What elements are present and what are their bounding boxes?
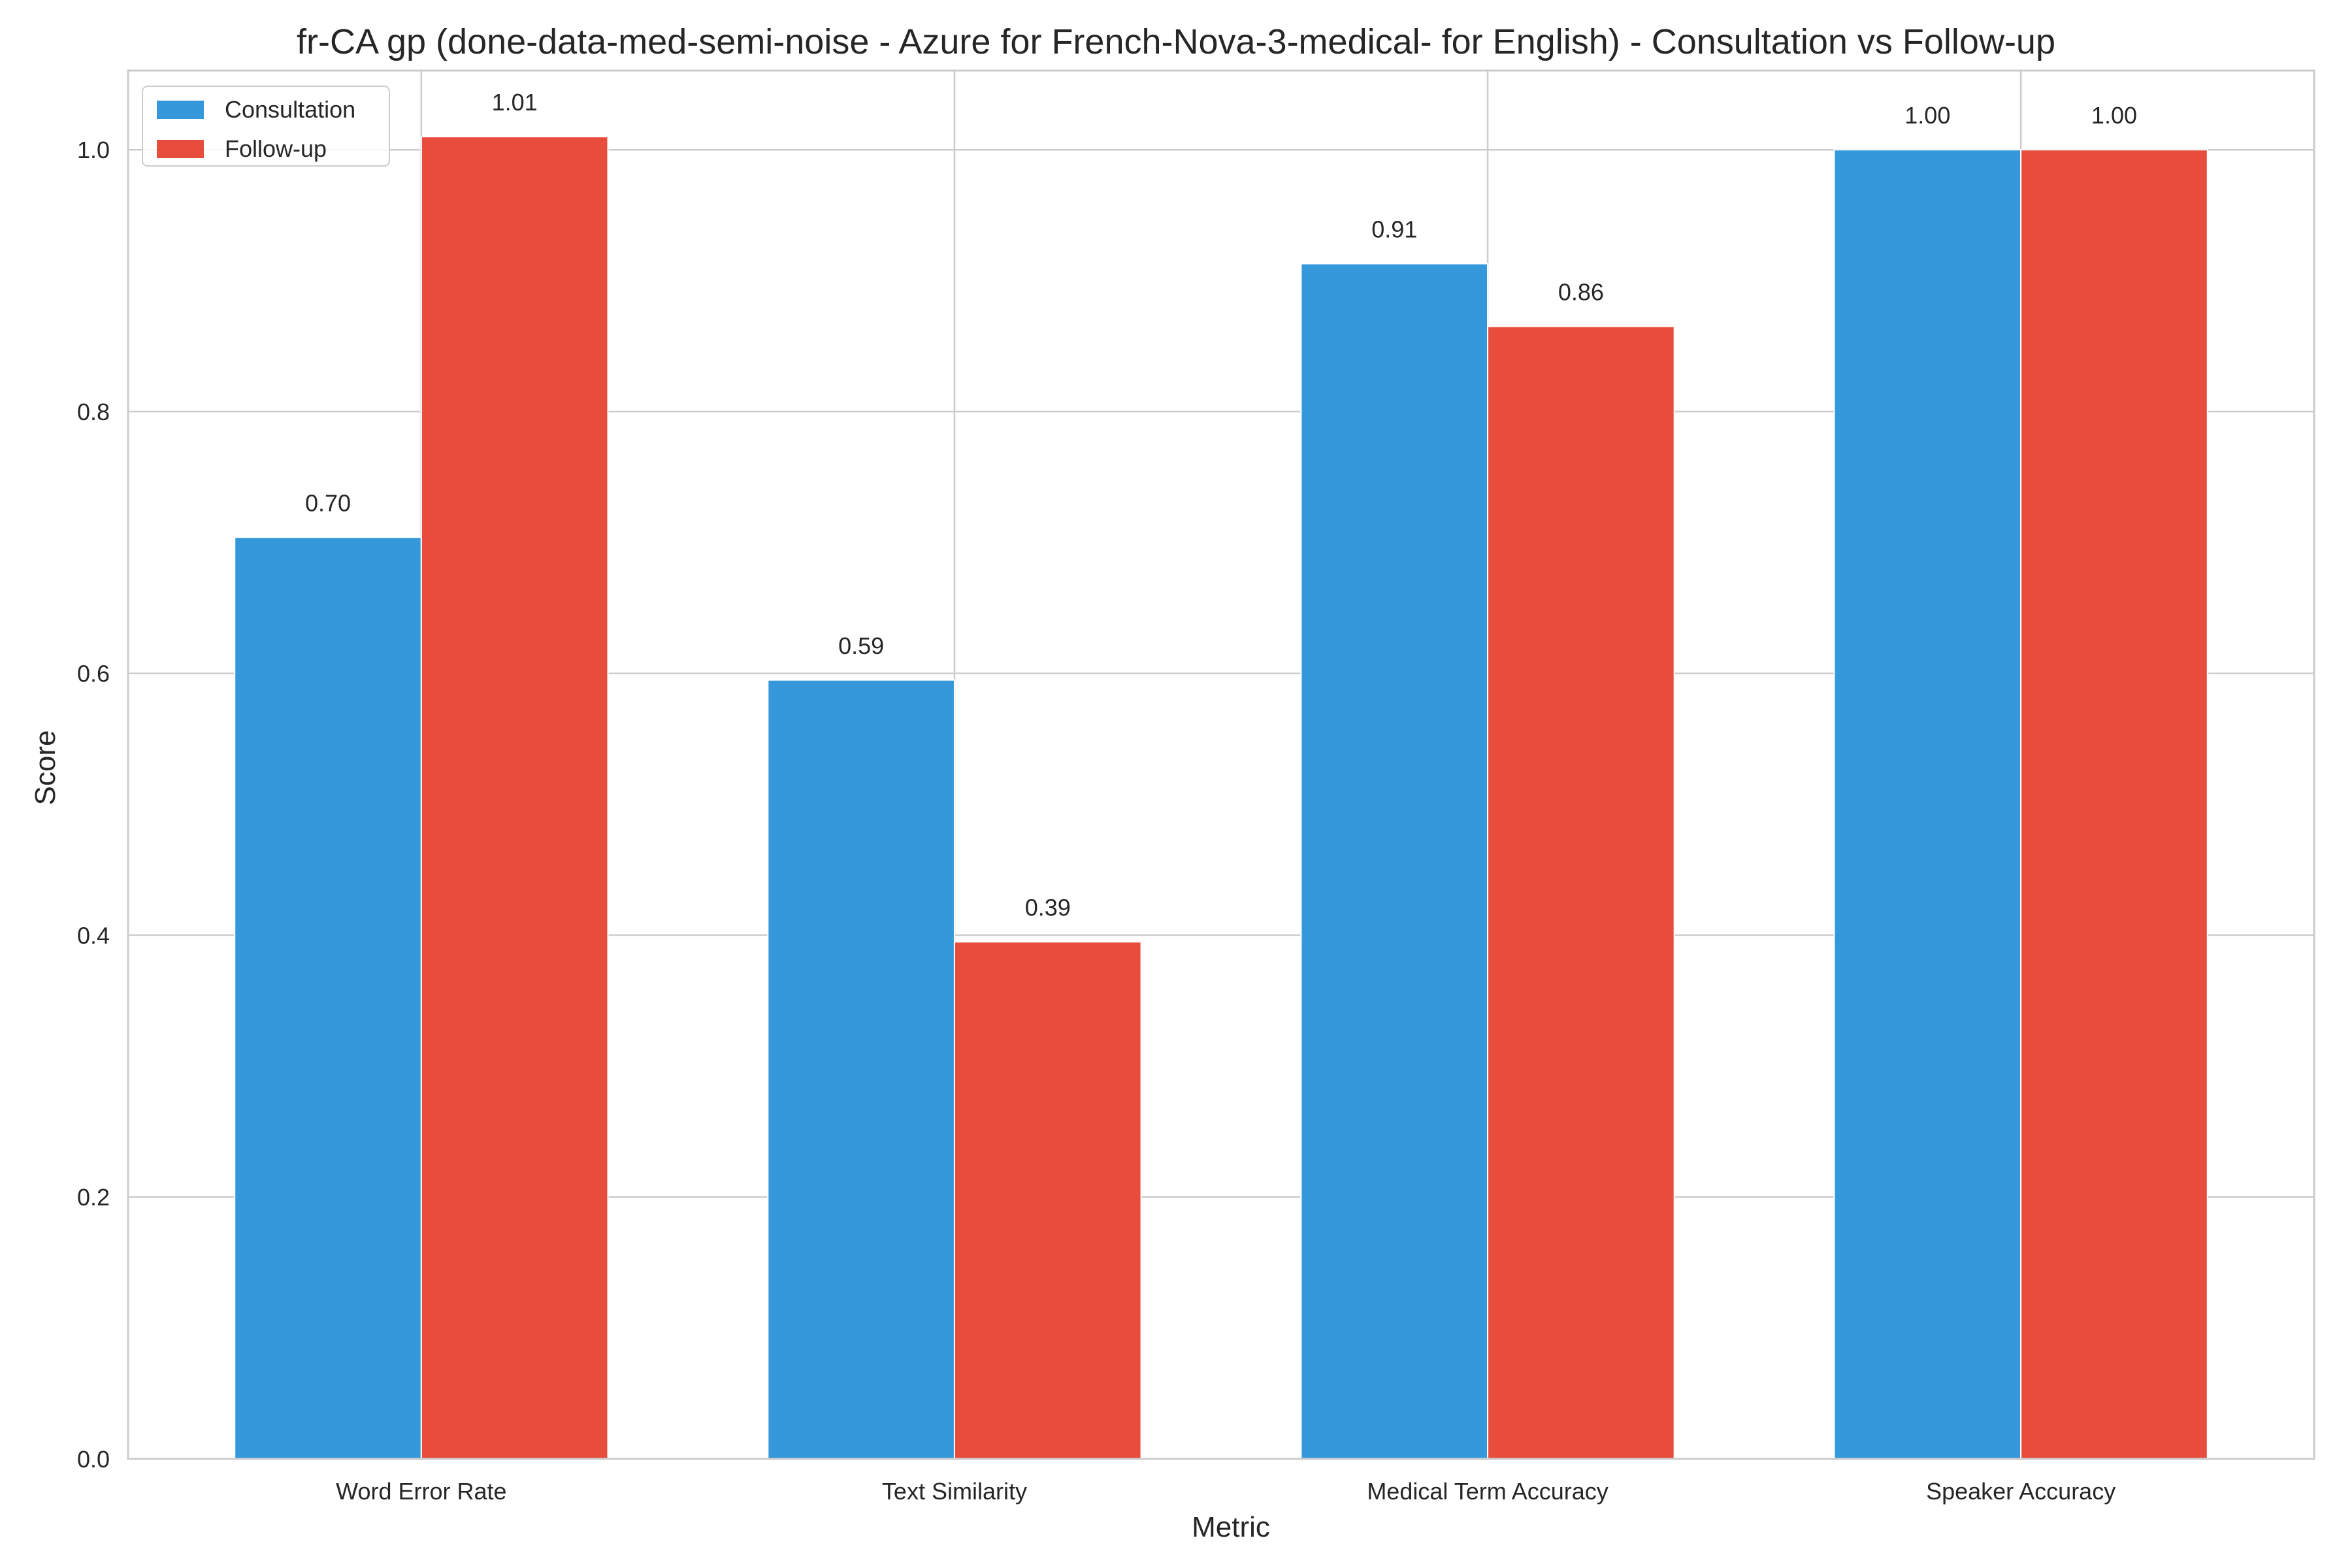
bar-consultation <box>767 679 955 1460</box>
bar-value-label: 1.01 <box>492 89 538 116</box>
chart-title: fr-CA gp (done-data-med-semi-noise - Azu… <box>297 22 2055 61</box>
bar-follow-up <box>420 136 609 1460</box>
legend-box <box>142 86 390 167</box>
bar-value-label: 0.59 <box>838 632 884 659</box>
legend-label: Follow-up <box>225 135 327 162</box>
x-tick-label: Text Similarity <box>882 1478 1027 1505</box>
bar-value-label: 0.91 <box>1371 216 1417 243</box>
bar-value-label: 0.39 <box>1025 894 1071 921</box>
y-tick-label: 0.8 <box>77 399 110 425</box>
bar-consultation <box>1300 263 1489 1460</box>
x-tick-label: Medical Term Accuracy <box>1367 1478 1608 1505</box>
legend: Consultation Follow-up <box>142 86 390 167</box>
bar-follow-up <box>1487 325 1675 1460</box>
x-tick-label: Word Error Rate <box>336 1478 506 1505</box>
y-tick-label: 1.0 <box>77 137 110 163</box>
y-tick-label: 0.2 <box>77 1184 110 1211</box>
legend-label: Consultation <box>225 96 355 123</box>
bar-follow-up <box>953 941 1142 1460</box>
legend-swatch <box>157 101 204 119</box>
bar-consultation <box>234 536 422 1460</box>
legend-swatch <box>157 140 204 158</box>
x-axis-label: Metric <box>1192 1511 1270 1543</box>
x-tick-label: Speaker Accuracy <box>1926 1478 2115 1505</box>
plot-area: 0.0 0.2 0.4 0.6 0.8 1.0 Word Error Rate Text Si… <box>77 69 2315 1505</box>
y-tick-label: 0.4 <box>77 922 110 949</box>
bar-follow-up <box>2020 149 2208 1460</box>
y-tick-label: 0.6 <box>77 661 110 687</box>
bar-value-label: 0.70 <box>305 489 351 516</box>
bar-value-label: 0.86 <box>1558 279 1604 306</box>
bar-value-label: 1.00 <box>1904 102 1950 129</box>
plot-frame <box>127 69 2315 1460</box>
y-axis-label: Score <box>29 730 61 806</box>
bar-consultation <box>1833 149 2022 1460</box>
bar-value-label: 1.00 <box>2091 102 2137 129</box>
y-tick-label: 0.0 <box>77 1446 110 1473</box>
